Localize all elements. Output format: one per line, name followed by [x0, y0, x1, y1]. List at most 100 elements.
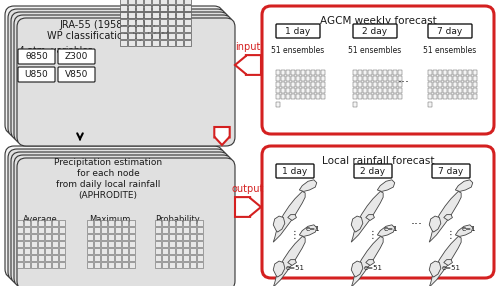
Bar: [176, 5, 183, 11]
Bar: [176, 234, 182, 240]
FancyBboxPatch shape: [8, 149, 226, 281]
Bar: [31, 234, 37, 240]
Bar: [383, 82, 387, 87]
Text: AGCM weekly forecast: AGCM weekly forecast: [320, 16, 436, 26]
FancyBboxPatch shape: [276, 164, 314, 178]
Bar: [321, 94, 325, 99]
Bar: [168, 5, 175, 11]
Bar: [291, 94, 295, 99]
Bar: [169, 248, 175, 254]
Polygon shape: [273, 261, 285, 277]
Bar: [31, 262, 37, 268]
Text: V850: V850: [65, 70, 88, 79]
Bar: [136, 33, 143, 39]
Bar: [115, 255, 121, 261]
Bar: [136, 12, 143, 18]
Bar: [393, 94, 397, 99]
FancyBboxPatch shape: [262, 6, 494, 134]
Bar: [197, 262, 203, 268]
Bar: [94, 241, 100, 247]
Bar: [301, 82, 305, 87]
Bar: [184, 5, 191, 11]
Bar: [38, 241, 44, 247]
Bar: [115, 227, 121, 233]
Bar: [128, 26, 135, 32]
FancyBboxPatch shape: [262, 146, 494, 278]
Polygon shape: [429, 216, 441, 232]
Bar: [169, 241, 175, 247]
Bar: [115, 248, 121, 254]
Bar: [129, 262, 135, 268]
Bar: [468, 88, 472, 93]
Bar: [169, 255, 175, 261]
Bar: [358, 88, 362, 93]
Bar: [45, 227, 51, 233]
Bar: [184, 26, 191, 32]
Bar: [87, 255, 93, 261]
Bar: [59, 234, 65, 240]
Bar: [120, 40, 127, 46]
Bar: [311, 82, 315, 87]
FancyBboxPatch shape: [5, 146, 223, 278]
FancyBboxPatch shape: [11, 12, 229, 140]
Bar: [388, 76, 392, 81]
Text: 51 ensembles: 51 ensembles: [272, 46, 324, 55]
Bar: [398, 70, 402, 75]
Bar: [108, 255, 114, 261]
Bar: [136, 40, 143, 46]
Bar: [311, 88, 315, 93]
Text: Z300: Z300: [65, 52, 88, 61]
Bar: [276, 82, 280, 87]
Bar: [316, 82, 320, 87]
Bar: [433, 76, 437, 81]
Bar: [393, 88, 397, 93]
Bar: [197, 220, 203, 226]
Bar: [38, 220, 44, 226]
Bar: [122, 227, 128, 233]
Bar: [101, 241, 107, 247]
Bar: [363, 70, 367, 75]
Bar: [152, 40, 159, 46]
Bar: [378, 76, 382, 81]
Bar: [291, 82, 295, 87]
Polygon shape: [351, 261, 363, 277]
Bar: [458, 76, 462, 81]
Bar: [52, 262, 58, 268]
Bar: [398, 76, 402, 81]
Bar: [438, 94, 442, 99]
Bar: [87, 227, 93, 233]
Bar: [453, 88, 457, 93]
Bar: [169, 227, 175, 233]
Bar: [363, 94, 367, 99]
Bar: [373, 82, 377, 87]
Bar: [448, 76, 452, 81]
Bar: [443, 70, 447, 75]
Bar: [17, 248, 23, 254]
Bar: [160, 33, 167, 39]
Bar: [155, 241, 161, 247]
Polygon shape: [366, 214, 374, 221]
Bar: [428, 76, 432, 81]
Polygon shape: [378, 180, 395, 191]
Bar: [122, 234, 128, 240]
Bar: [453, 82, 457, 87]
Bar: [155, 255, 161, 261]
Text: Maximum: Maximum: [90, 215, 130, 224]
Bar: [378, 88, 382, 93]
Bar: [31, 255, 37, 261]
Bar: [184, 0, 191, 4]
Bar: [190, 227, 196, 233]
Bar: [190, 248, 196, 254]
Bar: [144, 0, 151, 4]
Bar: [321, 82, 325, 87]
Bar: [443, 94, 447, 99]
Bar: [136, 5, 143, 11]
Bar: [448, 88, 452, 93]
Bar: [152, 33, 159, 39]
Bar: [129, 227, 135, 233]
Bar: [190, 234, 196, 240]
Bar: [176, 248, 182, 254]
FancyBboxPatch shape: [354, 164, 392, 178]
Bar: [176, 220, 182, 226]
Bar: [160, 40, 167, 46]
